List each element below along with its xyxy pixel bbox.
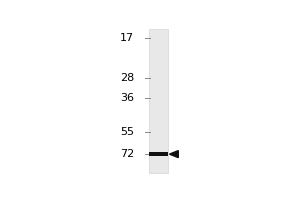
Bar [148, 29, 168, 173]
Text: 36: 36 [120, 93, 134, 103]
Text: 55: 55 [120, 127, 134, 137]
Text: 17: 17 [120, 33, 134, 43]
Polygon shape [169, 151, 178, 158]
Bar [149, 152, 168, 156]
Text: 28: 28 [120, 73, 134, 83]
Text: 72: 72 [120, 149, 134, 159]
